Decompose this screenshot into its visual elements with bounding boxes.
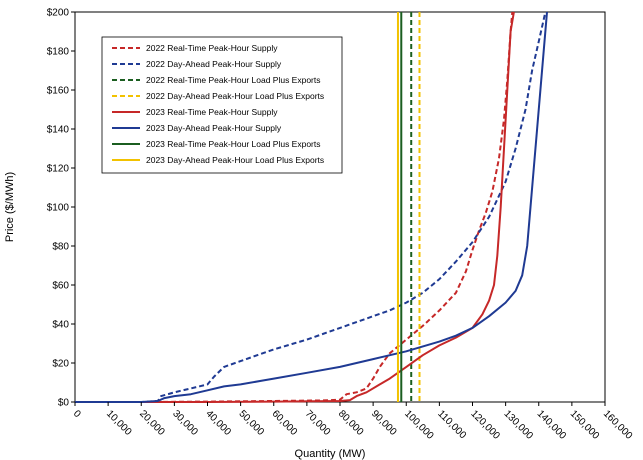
legend-box <box>101 36 343 174</box>
series-layer <box>75 11 548 403</box>
x-tick-label: 120,000 <box>468 408 502 442</box>
y-tick-label: $160 <box>47 86 70 97</box>
y-tick-label: $120 <box>47 164 70 175</box>
x-tick-label: 70,000 <box>303 408 333 438</box>
y-tick-label: $100 <box>47 203 70 214</box>
x-tick-label: 60,000 <box>270 408 300 438</box>
legend-label: 2023 Real-Time Peak-Hour Supply <box>146 107 278 117</box>
y-tick-label: $20 <box>52 359 69 370</box>
legend-label: 2023 Day-Ahead Peak-Hour Load Plus Expor… <box>146 155 324 165</box>
legend-label: 2022 Day-Ahead Peak-Hour Load Plus Expor… <box>146 91 324 101</box>
series-line-4 <box>75 11 515 403</box>
x-tick-label: 40,000 <box>203 408 233 438</box>
legend-label: 2022 Real-Time Peak-Hour Load Plus Expor… <box>146 75 321 85</box>
y-tick-label: $180 <box>47 47 70 58</box>
y-tick-label: $200 <box>47 8 70 19</box>
y-tick-label: $140 <box>47 125 70 136</box>
y-axis-title: Price ($/MWh) <box>4 172 16 242</box>
x-tick-label: 110,000 <box>435 408 468 441</box>
x-tick-label: 100,000 <box>402 408 436 442</box>
x-axis-title: Quantity (MW) <box>295 448 366 460</box>
x-tick-label: 160,000 <box>601 408 635 442</box>
series-line-5 <box>75 11 548 403</box>
legend-label: 2023 Day-Ahead Peak-Hour Supply <box>146 123 282 133</box>
x-tick-label: 0 <box>71 408 83 420</box>
y-tick-label: $60 <box>52 281 69 292</box>
y-tick-label: $40 <box>52 320 69 331</box>
legend: 2022 Real-Time Peak-Hour Supply 2022 Day-… <box>101 36 343 174</box>
x-tick-label: 20,000 <box>137 408 167 438</box>
legend-label: 2022 Real-Time Peak-Hour Supply <box>146 43 278 53</box>
y-tick-label: $0 <box>58 398 70 409</box>
y-tick-label: $80 <box>52 242 69 253</box>
x-tick-label: 50,000 <box>237 408 267 438</box>
x-tick-label: 90,000 <box>369 408 399 438</box>
x-tick-label: 150,000 <box>568 408 602 442</box>
legend-label: 2022 Day-Ahead Peak-Hour Supply <box>146 59 282 69</box>
x-tick-label: 130,000 <box>502 408 536 442</box>
x-tick-label: 80,000 <box>336 408 366 438</box>
x-tick-label: 30,000 <box>170 408 200 438</box>
x-tick-label: 140,000 <box>535 408 569 442</box>
x-tick-label: 10,000 <box>104 408 134 438</box>
legend-label: 2023 Real-Time Peak-Hour Load Plus Expor… <box>146 139 321 149</box>
series-line-1 <box>75 11 547 403</box>
